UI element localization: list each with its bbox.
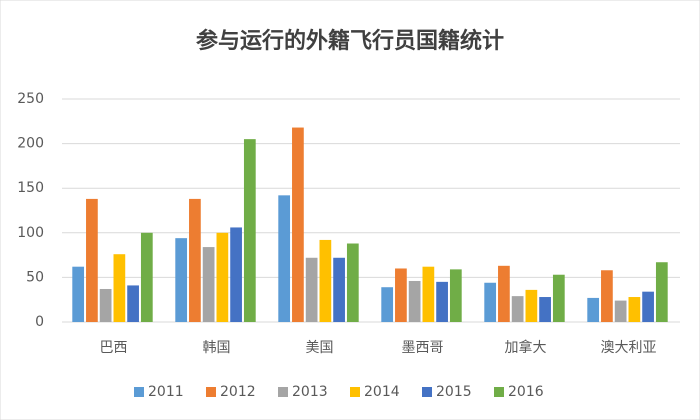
bar (113, 254, 126, 322)
bar (189, 198, 201, 322)
legend-label: 2014 (364, 384, 400, 400)
y-tick-label: 50 (26, 269, 44, 285)
bar (381, 287, 394, 322)
bar (539, 297, 551, 322)
bar (127, 285, 139, 322)
bar (99, 288, 112, 322)
bar (202, 247, 215, 322)
bar (278, 195, 291, 322)
bar (436, 281, 448, 322)
legend-swatch (494, 387, 504, 397)
x-tick-label: 加拿大 (505, 339, 547, 356)
bar (484, 282, 497, 322)
bar (346, 243, 359, 322)
x-tick-label: 巴西 (100, 340, 128, 356)
bar (230, 227, 242, 322)
x-tick-label: 韩国 (203, 340, 231, 356)
bar (525, 289, 538, 322)
bar (498, 265, 510, 322)
legend-label: 2016 (508, 384, 544, 400)
bar (140, 232, 153, 322)
y-tick-label: 250 (17, 91, 44, 107)
bar (552, 274, 565, 322)
legend-swatch (206, 387, 216, 397)
y-tick-label: 0 (35, 314, 44, 330)
legend-label: 2012 (220, 384, 256, 400)
legend-swatch (134, 387, 144, 397)
bar (422, 266, 435, 322)
bar (449, 269, 462, 322)
y-tick-label: 100 (17, 225, 44, 241)
bar (216, 232, 229, 322)
bar (601, 270, 613, 322)
y-tick-label: 200 (17, 136, 44, 152)
bar (319, 239, 332, 322)
x-tick-label: 美国 (306, 340, 334, 356)
bar (86, 198, 98, 322)
legend-label: 2013 (292, 384, 328, 400)
bar (614, 300, 627, 322)
bar (333, 257, 345, 322)
bar (628, 297, 641, 322)
x-tick-label: 澳大利亚 (601, 340, 657, 356)
bar (175, 238, 188, 322)
chart-title: 参与运行的外籍飞行员国籍统计 (196, 28, 504, 54)
bar (511, 296, 524, 322)
bar (292, 127, 304, 322)
legend-label: 2011 (148, 384, 184, 400)
bar (243, 139, 256, 322)
bar (72, 266, 85, 322)
legend-swatch (350, 387, 360, 397)
bar (395, 268, 407, 322)
legend-swatch (278, 387, 288, 397)
y-tick-label: 150 (17, 180, 44, 196)
bar (642, 291, 654, 322)
bar (305, 257, 318, 322)
x-tick-label: 墨西哥 (402, 340, 444, 356)
bar (655, 262, 668, 322)
legend-swatch (422, 387, 432, 397)
bar (408, 280, 421, 322)
bar (587, 297, 600, 322)
legend-label: 2015 (436, 384, 472, 400)
